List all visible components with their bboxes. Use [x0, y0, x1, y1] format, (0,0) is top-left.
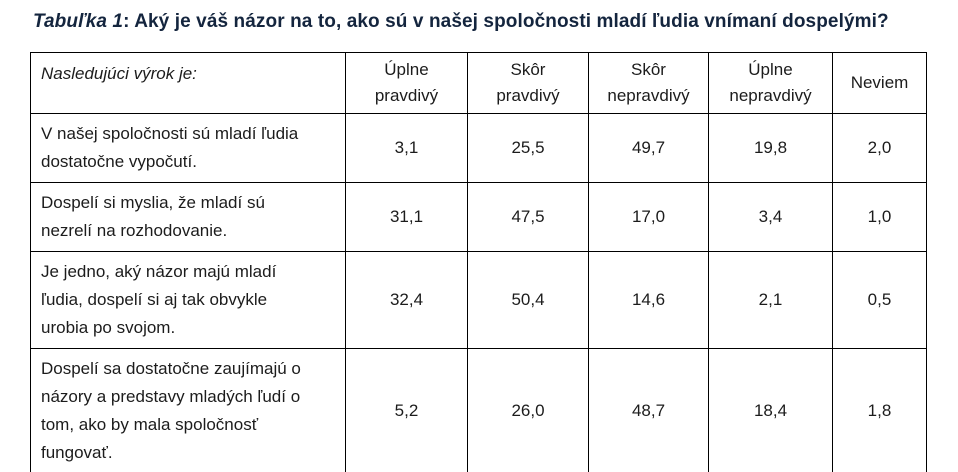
table-row: Je jedno, aký názor majú mladí ľudia, do… [30, 251, 927, 349]
table-row: Dospelí sa dostatočne zaujímajú o názory… [30, 348, 927, 472]
col-header-statement: Nasledujúci výrok je: [30, 52, 346, 114]
survey-results-table: Nasledujúci výrok je: Úplne pravdivý Skô… [30, 52, 927, 472]
value-cell: 2,1 [708, 251, 833, 349]
value-cell: 25,5 [467, 113, 589, 183]
value-cell: 47,5 [467, 182, 589, 252]
value-cell: 0,5 [832, 251, 927, 349]
table-title-text: : Aký je váš názor na to, ako sú v našej… [123, 11, 889, 32]
table-row: V našej spoločnosti sú mladí ľudia dosta… [30, 113, 927, 183]
value-cell: 17,0 [588, 182, 709, 252]
col-header-skor-nepravdivy: Skôr nepravdivý [588, 52, 709, 114]
statement-cell: Dospelí sa dostatočne zaujímajú o názory… [30, 348, 346, 472]
value-cell: 2,0 [832, 113, 927, 183]
value-cell: 14,6 [588, 251, 709, 349]
value-cell: 1,0 [832, 182, 927, 252]
table-row: Dospelí si myslia, že mladí sú nezrelí n… [30, 182, 927, 252]
header-row: Nasledujúci výrok je: Úplne pravdivý Skô… [30, 52, 927, 114]
table-title-label: Tabuľka 1 [33, 11, 124, 32]
value-cell: 5,2 [345, 348, 468, 472]
col-header-uplne-pravdivy: Úplne pravdivý [345, 52, 468, 114]
statement-cell: Je jedno, aký názor majú mladí ľudia, do… [30, 251, 346, 349]
value-cell: 19,8 [708, 113, 833, 183]
col-header-uplne-nepravdivy: Úplne nepravdivý [708, 52, 833, 114]
value-cell: 32,4 [345, 251, 468, 349]
statement-cell: Dospelí si myslia, že mladí sú nezrelí n… [30, 182, 346, 252]
value-cell: 3,1 [345, 113, 468, 183]
value-cell: 1,8 [832, 348, 927, 472]
col-header-skor-pravdivy: Skôr pravdivý [467, 52, 589, 114]
value-cell: 18,4 [708, 348, 833, 472]
value-cell: 3,4 [708, 182, 833, 252]
value-cell: 50,4 [467, 251, 589, 349]
value-cell: 48,7 [588, 348, 709, 472]
table-title: Tabuľka 1: Aký je váš názor na to, ako s… [33, 10, 926, 34]
col-header-neviem: Neviem [832, 52, 927, 114]
statement-cell: V našej spoločnosti sú mladí ľudia dosta… [30, 113, 346, 183]
value-cell: 31,1 [345, 182, 468, 252]
value-cell: 26,0 [467, 348, 589, 472]
value-cell: 49,7 [588, 113, 709, 183]
